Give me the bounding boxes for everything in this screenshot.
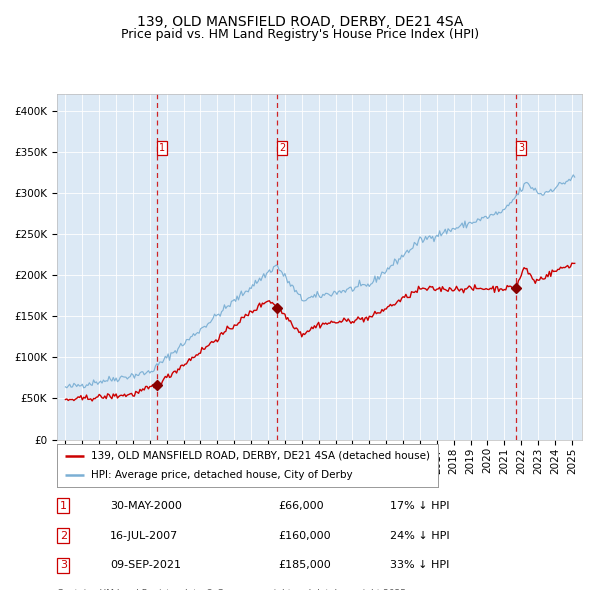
Text: 09-SEP-2021: 09-SEP-2021 xyxy=(110,560,181,571)
Text: 30-MAY-2000: 30-MAY-2000 xyxy=(110,501,182,511)
Text: HPI: Average price, detached house, City of Derby: HPI: Average price, detached house, City… xyxy=(91,470,353,480)
Text: 33% ↓ HPI: 33% ↓ HPI xyxy=(389,560,449,571)
Text: £185,000: £185,000 xyxy=(279,560,332,571)
Text: 1: 1 xyxy=(60,501,67,511)
Text: 1: 1 xyxy=(159,143,165,153)
Text: 139, OLD MANSFIELD ROAD, DERBY, DE21 4SA (detached house): 139, OLD MANSFIELD ROAD, DERBY, DE21 4SA… xyxy=(91,451,430,461)
Text: 24% ↓ HPI: 24% ↓ HPI xyxy=(389,530,449,540)
Text: 2: 2 xyxy=(279,143,286,153)
Text: 17% ↓ HPI: 17% ↓ HPI xyxy=(389,501,449,511)
Text: £66,000: £66,000 xyxy=(279,501,325,511)
Text: 139, OLD MANSFIELD ROAD, DERBY, DE21 4SA: 139, OLD MANSFIELD ROAD, DERBY, DE21 4SA xyxy=(137,15,463,30)
Text: 3: 3 xyxy=(60,560,67,571)
Text: Price paid vs. HM Land Registry's House Price Index (HPI): Price paid vs. HM Land Registry's House … xyxy=(121,28,479,41)
Text: 3: 3 xyxy=(518,143,524,153)
Text: 2: 2 xyxy=(60,530,67,540)
Text: Contains HM Land Registry data © Crown copyright and database right 2025.: Contains HM Land Registry data © Crown c… xyxy=(57,589,409,590)
Text: £160,000: £160,000 xyxy=(279,530,331,540)
Text: 16-JUL-2007: 16-JUL-2007 xyxy=(110,530,178,540)
